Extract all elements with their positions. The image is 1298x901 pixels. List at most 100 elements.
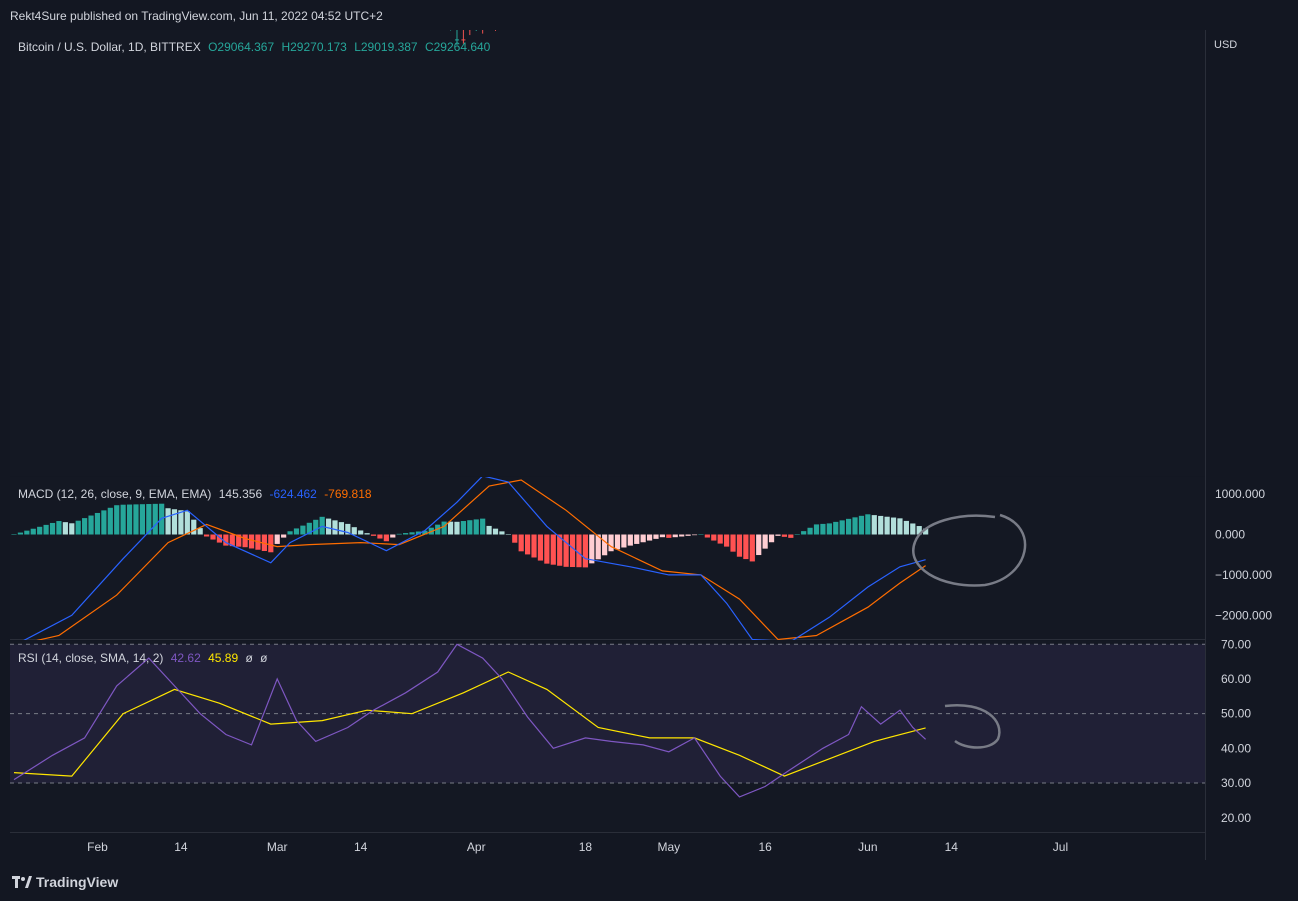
macd-histogram-bar (813, 524, 820, 535)
macd-histogram-bar (833, 521, 839, 535)
macd-histogram-bar (409, 532, 415, 535)
price-axis[interactable]: USD42500.00038500.00034500.00030500.0002… (1205, 30, 1298, 860)
macd-histogram-bar (614, 534, 621, 550)
macd-chart-svg[interactable] (10, 475, 1205, 647)
macd-signal-line (13, 479, 926, 647)
macd-histogram-bar (788, 534, 794, 538)
time-tick: 16 (758, 840, 772, 854)
macd-histogram-bar (133, 504, 139, 535)
macd-histogram-bar (794, 534, 800, 535)
macd-histogram-bar (852, 517, 858, 535)
macd-histogram-bar (595, 534, 601, 560)
rsi-panel[interactable]: RSI (14, close, SMA, 14, 2) 42.62 45.89 … (10, 641, 1205, 833)
macd-histogram-bar (197, 528, 203, 535)
macd-histogram-bar (441, 521, 447, 535)
rsi-tick: 30.00 (1221, 776, 1251, 790)
macd-histogram-bar (11, 534, 17, 535)
macd-histogram-bar (467, 520, 473, 535)
macd-histogram-bar (569, 534, 576, 568)
rsi-ma-line (13, 671, 926, 777)
macd-histogram-bar (114, 505, 120, 535)
macd-histogram-bar (518, 534, 524, 552)
macd-histogram-bar (171, 509, 178, 535)
macd-histogram-bar (621, 534, 627, 548)
macd-histogram-bar (319, 516, 325, 535)
macd-histogram-bar (679, 534, 685, 537)
macd-histogram-bar (781, 534, 787, 537)
macd-histogram-bar (345, 523, 351, 535)
macd-histogram-bar (871, 515, 877, 535)
macd-histogram-bar (878, 515, 884, 535)
rsi-legend: RSI (14, close, SMA, 14, 2) 42.62 45.89 … (18, 651, 272, 665)
tradingview-logo[interactable]: TradingView (12, 874, 118, 890)
macd-histogram-bar (801, 531, 807, 535)
macd-panel[interactable]: MACD (12, 26, close, 9, EMA, EMA) 145.35… (10, 475, 1205, 647)
price-legend: Bitcoin / U.S. Dollar, 1D, BITTREX O2906… (18, 40, 494, 54)
macd-histogram-bar (589, 534, 595, 564)
time-tick: May (658, 840, 681, 854)
time-tick: 14 (945, 840, 959, 854)
macd-histogram-bar (332, 520, 338, 535)
macd-histogram-bar (672, 534, 678, 538)
publish-bar: Rekt4Sure published on TradingView.com, … (0, 0, 1298, 30)
time-tick: Jun (858, 840, 877, 854)
macd-histogram-bar (56, 521, 62, 535)
time-axis[interactable]: Feb 14 Mar 14 Apr 18 May 16 Jun 14 Jul (10, 833, 1205, 860)
macd-histogram-bar (691, 534, 698, 536)
footer-brand: TradingView (36, 874, 119, 890)
macd-histogram-bar (499, 531, 505, 535)
macd-histogram-bar (923, 528, 929, 535)
macd-histogram-bar (422, 530, 428, 535)
macd-histogram-bar (884, 516, 890, 535)
macd-histogram-bar (563, 534, 569, 567)
macd-histogram-bar (82, 518, 88, 535)
macd-histogram-bar (653, 534, 659, 539)
macd-line (13, 475, 926, 647)
macd-histogram-bar (910, 523, 916, 535)
macd-histogram-bar (775, 534, 781, 536)
rsi-chart-svg[interactable] (10, 641, 1205, 833)
macd-histogram-bar (415, 531, 422, 535)
macd-histogram-bar (846, 518, 852, 535)
macd-histogram-bar (383, 534, 389, 542)
macd-histogram-bar (627, 534, 633, 546)
macd-histogram-bar (287, 531, 293, 535)
macd-tick: −1000.000 (1215, 568, 1272, 582)
price-panel[interactable]: Bitcoin / U.S. Dollar, 1D, BITTREX O2906… (10, 0, 1205, 476)
macd-histogram-bar (403, 533, 409, 535)
macd-histogram-bar (698, 534, 704, 535)
macd-histogram-bar (216, 534, 223, 543)
macd-histogram-bar (17, 532, 24, 535)
macd-histogram-bar (358, 530, 364, 535)
price-chart-svg[interactable] (10, 0, 1205, 476)
symbol-title: Bitcoin / U.S. Dollar, 1D, BITTREX (18, 40, 201, 54)
macd-histogram-bar (505, 534, 511, 535)
tradingview-logo-icon (12, 876, 32, 888)
macd-histogram-bar (820, 523, 826, 535)
macd-histogram-bar (916, 526, 922, 535)
macd-histogram-bar (685, 534, 691, 536)
macd-histogram-bar (711, 534, 717, 541)
rsi-legend-bb-lower: ø (260, 651, 268, 665)
macd-histogram-bar (268, 534, 274, 553)
macd-histogram-bar (865, 514, 871, 535)
macd-histogram-bar (191, 519, 197, 535)
macd-tick: 0.000 (1215, 528, 1245, 542)
rsi-tick: 40.00 (1221, 741, 1251, 755)
macd-histogram-bar (229, 534, 235, 547)
footer: TradingView (0, 860, 1298, 901)
time-tick: 18 (579, 840, 593, 854)
macd-histogram-bar (756, 534, 762, 556)
macd-histogram-bar (139, 504, 145, 535)
macd-histogram-bar (293, 528, 300, 535)
time-tick: Mar (267, 840, 288, 854)
macd-histogram-bar (37, 526, 43, 535)
macd-histogram-bar (557, 534, 563, 566)
macd-histogram-bar (640, 534, 646, 543)
macd-histogram-bar (858, 515, 865, 535)
macd-histogram-bar (210, 534, 216, 540)
rsi-legend-ma: 45.89 (208, 651, 239, 665)
macd-histogram-bar (704, 534, 710, 538)
time-tick: 14 (354, 840, 368, 854)
macd-legend-macd: -624.462 (269, 487, 317, 501)
